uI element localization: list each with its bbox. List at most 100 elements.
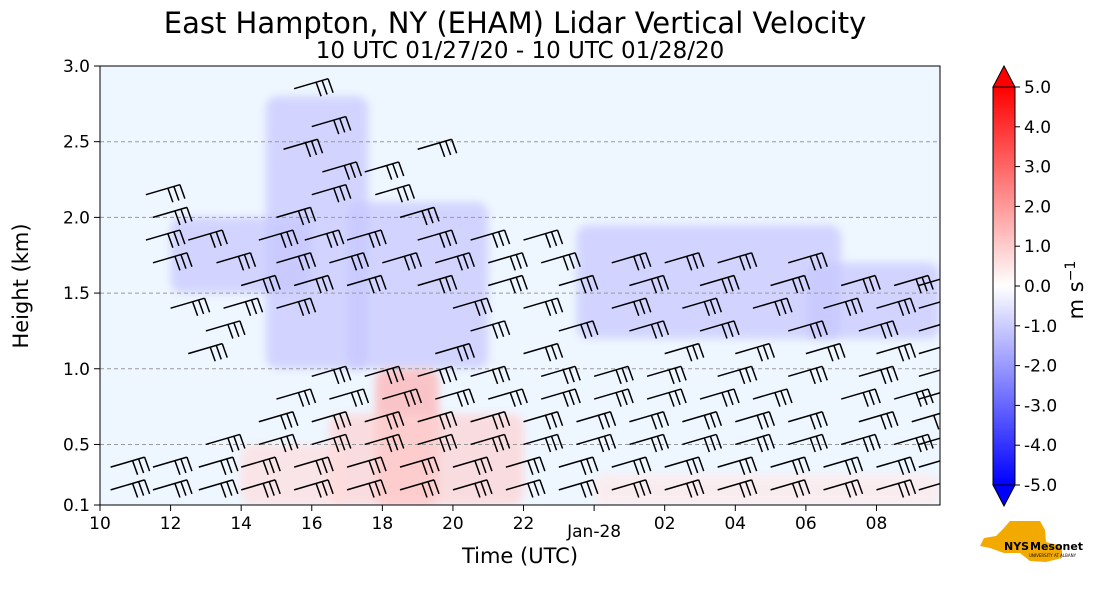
x-tick-label: 16 bbox=[301, 514, 323, 534]
wind-barb bbox=[329, 252, 370, 271]
wind-barb bbox=[735, 411, 776, 430]
wind-barb bbox=[699, 320, 740, 339]
colorbar-tick-label: -4.0 bbox=[1024, 436, 1057, 456]
y-tick-label: 2.0 bbox=[63, 208, 90, 228]
wind-barb bbox=[346, 456, 387, 476]
wind-barb bbox=[346, 274, 387, 294]
wind-barb bbox=[752, 297, 793, 317]
wind-barb bbox=[488, 252, 528, 271]
wind-barb bbox=[375, 183, 416, 203]
wind-barb bbox=[918, 437, 940, 446]
wind-barb bbox=[770, 479, 811, 498]
wind-barb bbox=[145, 183, 186, 203]
wind-barb bbox=[435, 342, 476, 362]
wind-barb bbox=[293, 456, 334, 476]
wind-barb bbox=[576, 433, 617, 453]
wind-barb bbox=[858, 320, 899, 339]
wind-barb bbox=[417, 274, 458, 294]
wind-barb bbox=[523, 297, 564, 317]
wind-barb bbox=[876, 342, 917, 362]
wind-barb bbox=[682, 411, 723, 430]
wind-barb bbox=[346, 479, 387, 498]
wind-barb bbox=[258, 433, 299, 453]
wind-barb bbox=[399, 456, 440, 476]
wind-barb bbox=[170, 297, 211, 317]
wind-barb bbox=[205, 320, 246, 339]
wind-barb bbox=[918, 482, 940, 491]
nys-mesonet-logo: NYS Mesonet UNIVERSITY AT ALBANY bbox=[980, 521, 1083, 562]
wind-barb bbox=[364, 161, 405, 180]
wind-barb bbox=[918, 369, 940, 378]
wind-barb bbox=[788, 411, 828, 430]
wind-barb bbox=[558, 320, 599, 339]
y-tick-label: 1.5 bbox=[63, 284, 90, 304]
wind-barb bbox=[717, 456, 758, 476]
wind-barb bbox=[364, 411, 405, 430]
wind-barb bbox=[276, 297, 317, 317]
wind-barb bbox=[699, 388, 740, 407]
wind-barb bbox=[311, 115, 352, 135]
wind-barb bbox=[629, 320, 670, 339]
wind-barb bbox=[629, 274, 670, 294]
wind-barb bbox=[470, 433, 511, 453]
wind-barb bbox=[188, 342, 228, 362]
wind-barb bbox=[717, 479, 758, 498]
wind-barb bbox=[435, 252, 476, 271]
wind-barb bbox=[840, 274, 881, 294]
wind-barb bbox=[470, 365, 511, 385]
wind-barb bbox=[918, 301, 940, 309]
wind-barb bbox=[611, 297, 652, 317]
wind-barb bbox=[523, 433, 564, 453]
wind-barb bbox=[152, 206, 193, 226]
wind-barb bbox=[788, 433, 828, 453]
wind-barb bbox=[788, 320, 828, 339]
wind-barb bbox=[840, 433, 881, 453]
wind-barb bbox=[293, 274, 334, 294]
wind-barb bbox=[488, 274, 528, 294]
wind-barb bbox=[188, 229, 228, 248]
wind-barb bbox=[664, 342, 705, 362]
wind-barb bbox=[505, 456, 546, 476]
wind-barb bbox=[293, 479, 334, 498]
colorbar-tick-label: -1.0 bbox=[1024, 317, 1057, 337]
wind-barb bbox=[523, 411, 564, 430]
wind-barb bbox=[364, 365, 405, 385]
wind-barb bbox=[110, 479, 151, 498]
wind-barb bbox=[452, 479, 493, 498]
wind-barb bbox=[918, 323, 940, 332]
wind-barb bbox=[240, 479, 281, 498]
wind-barb bbox=[918, 346, 940, 355]
x-tick-label: 22 bbox=[513, 514, 535, 534]
wind-barb bbox=[258, 229, 299, 248]
chart-subtitle: 10 UTC 01/27/20 - 10 UTC 01/28/20 bbox=[316, 38, 725, 64]
wind-barb bbox=[646, 365, 687, 385]
y-tick-label: 1.0 bbox=[63, 360, 90, 380]
wind-barb bbox=[664, 456, 705, 476]
wind-barb bbox=[276, 252, 317, 271]
wind-barb bbox=[682, 297, 723, 317]
wind-barb bbox=[452, 456, 493, 476]
x-tick-label: 18 bbox=[372, 514, 394, 534]
wind-barb bbox=[611, 252, 652, 271]
wind-barb bbox=[770, 274, 811, 294]
wind-barb bbox=[240, 456, 281, 476]
colorbar-ticks: 5.0 4.0 3.0 2.0 1.0 0.0 -1.0 -2.0 -3.0 -4.0 -5.0 bbox=[1015, 78, 1057, 496]
wind-barb bbox=[699, 274, 740, 294]
colorbar-tick-label: 3.0 bbox=[1024, 158, 1051, 178]
x-tick-label: 12 bbox=[160, 514, 182, 534]
wind-barb bbox=[558, 456, 599, 476]
wind-barb bbox=[152, 479, 193, 498]
wind-barb bbox=[611, 479, 652, 498]
colorbar-gradient bbox=[993, 87, 1015, 485]
wind-barb bbox=[629, 433, 670, 453]
wind-barb bbox=[276, 206, 317, 226]
colorbar: 5.0 4.0 3.0 2.0 1.0 0.0 -1.0 -2.0 -3.0 -4.0 -5.0 m… bbox=[992, 64, 1088, 508]
wind-barb bbox=[417, 433, 458, 453]
wind-barb bbox=[198, 456, 239, 476]
wind-barb bbox=[664, 479, 705, 498]
y-tick-label: 3.0 bbox=[63, 57, 90, 77]
wind-barb bbox=[216, 252, 257, 271]
wind-barb bbox=[540, 365, 581, 385]
wind-barb bbox=[505, 479, 546, 498]
